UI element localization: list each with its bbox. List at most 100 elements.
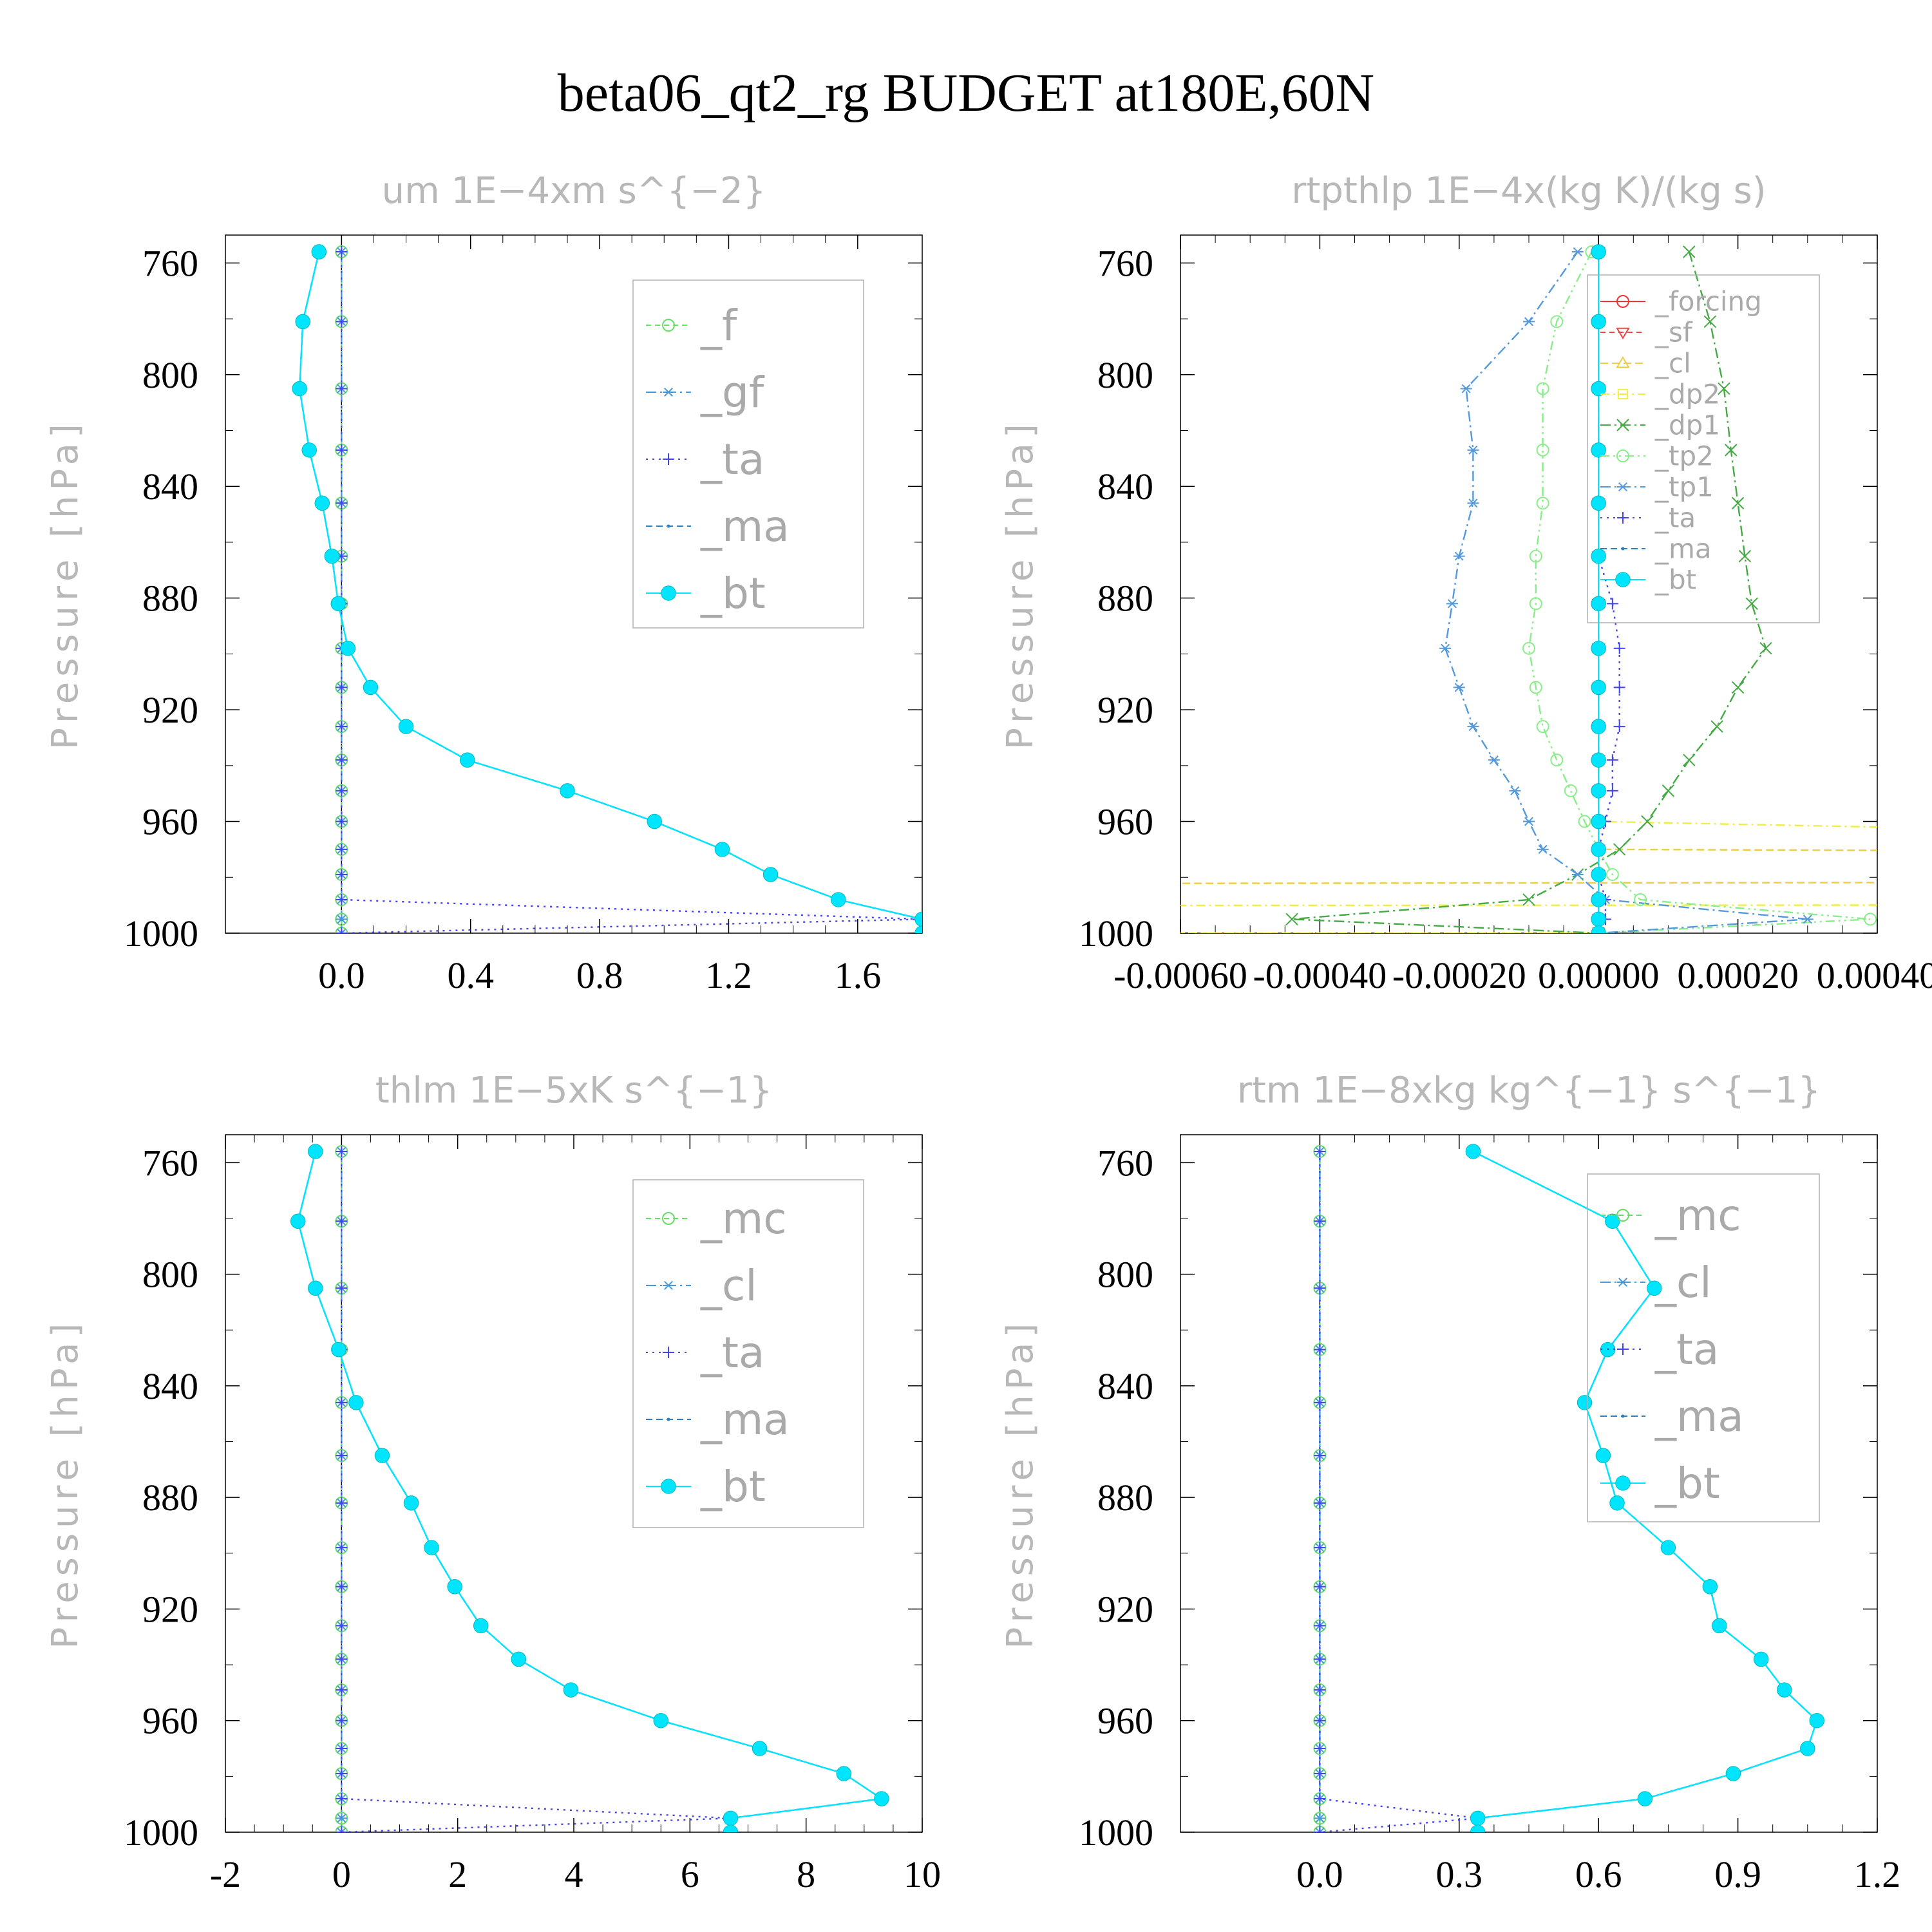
x-tick-label: 0.6 [1575,1853,1622,1895]
x-tick-label: 0.0 [1296,1853,1343,1895]
legend-label: _gf [700,368,765,417]
legend-marker [1617,1277,1629,1287]
y-tick-label: 880 [142,1477,198,1519]
data-point [1591,640,1606,656]
data-point [511,1651,527,1667]
legend-label: _dp1 [1654,410,1720,441]
y-tick-label: 840 [1097,466,1153,507]
plot-frame [1180,234,1878,934]
data-point [336,1145,348,1157]
x-tick-label: 0.8 [576,954,623,996]
legend-label: _ta [1654,502,1696,534]
data-point [723,1824,739,1832]
data-point [403,1495,419,1511]
legend: _f _gf _ta _ma _bt [632,279,864,629]
x-tick-label: 6 [681,1853,699,1895]
series-line [1319,1151,1478,1832]
panel-title: rtm 1E−8xkg kg^{−1} s^{−1} [1237,1070,1821,1112]
x-tick-label: 0.00000 [1538,954,1660,996]
y-tick-label: 760 [142,242,198,284]
data-point [1523,817,1535,826]
legend-item: _cl [646,1261,757,1311]
series-group [290,1144,889,1832]
legend-item: _bt [646,569,766,618]
data-point [374,1448,390,1463]
legend-label: _dp2 [1654,379,1720,410]
y-tick-label: 760 [142,1142,198,1184]
data-point [1738,549,1752,563]
series-line [298,251,922,933]
data-point [1710,720,1723,733]
y-tick-label: 920 [1097,1588,1153,1630]
legend-box [1587,274,1820,623]
x-tick-label: 1.6 [835,954,882,996]
data-point [1591,719,1606,734]
data-point [290,1213,306,1229]
data-point [1606,754,1618,766]
series-line [298,251,922,933]
legend-marker [662,319,675,332]
data-point [1465,1144,1481,1159]
chart-panels: um 1E−4xm s^{−2}Pressure [hPa]7608008408… [44,170,1932,1895]
legend-label: _cl [1654,1258,1712,1307]
data-point [1467,445,1479,455]
legend-label: _bt [700,1462,766,1511]
data-point [1662,784,1675,797]
legend-marker [1621,1414,1625,1418]
legend-marker [661,585,676,601]
data-point [1314,1768,1326,1780]
data-point [752,1741,768,1756]
series-line [1292,251,1767,933]
y-tick-label: 1000 [1079,1812,1153,1853]
series-group [1180,244,1877,933]
data-point [1467,722,1479,732]
plot-frame [1180,1134,1878,1833]
legend-item: _bt [1600,564,1696,596]
data-point [340,640,356,656]
legend-box [632,279,864,629]
data-point [1314,1145,1326,1157]
data-point [1591,679,1606,696]
data-point [1529,597,1542,611]
legend-label: _ta [700,1328,764,1378]
data-point [1613,681,1625,694]
x-tick-label: 2 [448,1853,467,1895]
legend-marker [1617,1343,1629,1355]
data-point [398,719,414,734]
chart-panel-1: um 1E−4xm s^{−2} Pressure [hPa] 760 800 840 8… [44,170,923,996]
data-point [336,497,348,509]
legend-marker [1617,388,1629,400]
data-point [311,244,327,260]
data-point [363,679,379,696]
data-point [336,868,348,880]
x-tick-label: 1.2 [705,954,752,996]
y-tick-label: 1000 [124,913,198,954]
data-point [1606,784,1618,797]
data-point [336,754,348,766]
legend-item: _ma [646,502,790,551]
data-point [336,1620,348,1632]
panel-title: rtpthlp 1E−4x(kg K)/(kg s) [1291,170,1766,212]
legend-label: _bt [1654,564,1696,596]
data-point [1591,892,1606,907]
legend-item: _mc [1600,1191,1741,1240]
data-point [1314,1450,1326,1462]
data-point [1536,497,1549,510]
legend-label: _ma [700,502,790,551]
data-point [1446,599,1458,609]
data-point [1571,247,1584,257]
series-line [1444,251,1808,933]
legend-item: _dp1 [1600,410,1720,441]
legend-item: _dp2 [1600,379,1720,410]
legend-marker [663,1347,674,1358]
legend-label: _ma [700,1395,790,1444]
data-point [762,867,779,882]
chart-panel-3: thlm 1E−5xK s^{−1}Pressure [hPa]76080084… [44,1070,941,1895]
data-point [1591,867,1606,882]
data-point [1591,813,1606,829]
data-point [1529,549,1542,563]
y-tick-label: 960 [1097,801,1153,843]
data-point [1571,869,1584,879]
legend-marker [1616,356,1630,368]
legend-item: _ma [646,1395,790,1444]
